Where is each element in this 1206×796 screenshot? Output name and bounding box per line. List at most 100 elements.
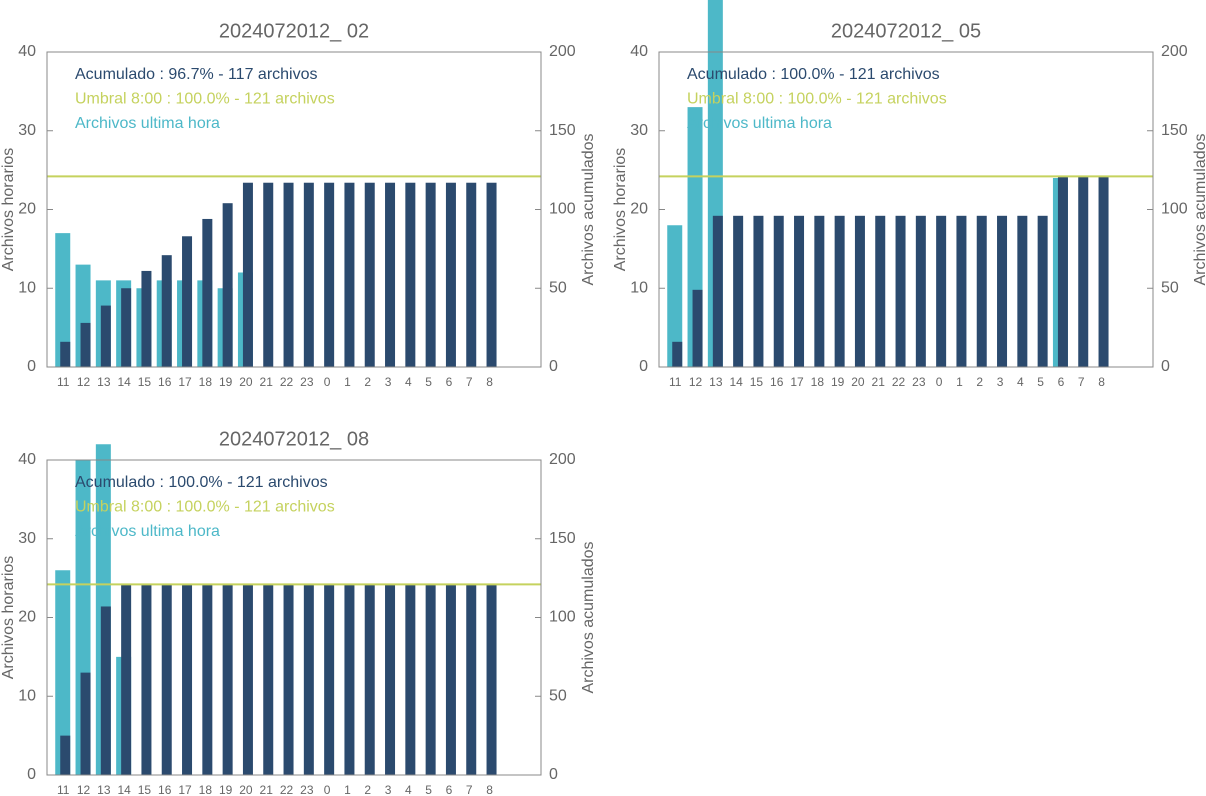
cumulative-bar xyxy=(692,289,703,367)
cumulative-bar xyxy=(141,270,152,367)
legend-entry: Acumulado : 100.0% - 121 archivos xyxy=(687,66,940,83)
x-tick-label: 2 xyxy=(976,375,983,389)
cumulative-bar xyxy=(263,182,274,367)
y-axis-label: Archivos horarios xyxy=(0,556,17,680)
cumulative-bar xyxy=(405,182,416,367)
x-tick-label: 18 xyxy=(199,375,213,389)
x-tick-label: 19 xyxy=(831,375,845,389)
cumulative-bar xyxy=(976,215,987,367)
x-tick-label: 17 xyxy=(178,783,192,796)
y-tick-label: 20 xyxy=(18,201,36,218)
plot-frame xyxy=(46,459,542,776)
x-tick-label: 17 xyxy=(178,375,192,389)
cumulative-bar xyxy=(1078,176,1089,367)
x-tick-label: 12 xyxy=(689,375,703,389)
x-tick-label: 12 xyxy=(77,375,91,389)
y-tick-label: 30 xyxy=(18,122,36,139)
x-tick-label: 16 xyxy=(158,783,172,796)
cumulative-bar xyxy=(80,322,91,367)
y2-tick-label: 100 xyxy=(549,609,576,626)
y2-tick-label: 0 xyxy=(549,358,558,375)
x-tick-label: 11 xyxy=(669,375,682,389)
y-tick-label: 0 xyxy=(27,358,36,375)
panel: 2024072012_ 08 Archivos horarios Archivos … xyxy=(0,428,597,796)
x-tick-label: 20 xyxy=(851,375,865,389)
cumulative-bar xyxy=(182,584,193,775)
y-tick-label: 40 xyxy=(18,451,36,468)
y2-tick-label: 50 xyxy=(1161,279,1179,296)
panel: 2024072012_ 05 Archivos horarios Archivos … xyxy=(612,0,1206,389)
x-tick-label: 17 xyxy=(790,375,804,389)
cumulative-bar xyxy=(466,584,477,775)
cumulative-bar xyxy=(182,236,193,367)
x-tick-label: 22 xyxy=(280,375,294,389)
x-tick-label: 18 xyxy=(199,783,213,796)
x-tick-label: 13 xyxy=(97,783,111,796)
cumulative-bar xyxy=(202,584,213,775)
cumulative-bar xyxy=(344,182,355,367)
cumulative-bar xyxy=(202,218,213,367)
cumulative-bar xyxy=(997,215,1008,367)
x-tick-label: 8 xyxy=(486,783,493,796)
x-tick-label: 15 xyxy=(138,375,152,389)
x-tick-label: 21 xyxy=(872,375,886,389)
x-tick-label: 15 xyxy=(138,783,152,796)
y-tick-label: 10 xyxy=(18,279,36,296)
x-tick-label: 22 xyxy=(280,783,294,796)
x-tick-label: 19 xyxy=(219,783,233,796)
y2-axis-label: Archivos acumulados xyxy=(580,541,597,693)
y-tick-label: 30 xyxy=(630,122,648,139)
cumulative-bar xyxy=(445,584,456,775)
cumulative-bar xyxy=(222,203,233,367)
x-tick-label: 6 xyxy=(1058,375,1065,389)
cumulative-bar xyxy=(242,182,253,367)
cumulative-bar xyxy=(344,584,355,775)
x-tick-label: 13 xyxy=(97,375,111,389)
y2-tick-label: 50 xyxy=(549,279,567,296)
cumulative-bar xyxy=(263,584,274,775)
cumulative-bar xyxy=(425,584,436,775)
cumulative-bar xyxy=(672,341,683,367)
x-tick-label: 5 xyxy=(1037,375,1044,389)
x-tick-label: 13 xyxy=(709,375,723,389)
legend-entry: Archivos ultima hora xyxy=(687,115,832,132)
cumulative-bar xyxy=(80,672,91,775)
cumulative-bar xyxy=(385,584,396,775)
cumulative-bar xyxy=(364,182,375,367)
cumulative-bar xyxy=(161,584,172,775)
cumulative-bar xyxy=(283,182,294,367)
x-tick-label: 1 xyxy=(956,375,963,389)
x-tick-label: 22 xyxy=(892,375,906,389)
x-tick-label: 0 xyxy=(324,783,331,796)
chart-title: 2024072012_ 02 xyxy=(219,20,369,42)
cumulative-bar xyxy=(283,584,294,775)
y2-axis-label: Archivos acumulados xyxy=(1192,133,1206,285)
cumulative-bar xyxy=(753,215,764,367)
cumulative-bar xyxy=(100,606,111,775)
y2-tick-label: 200 xyxy=(549,43,576,60)
cumulative-bar xyxy=(915,215,926,367)
y-tick-label: 40 xyxy=(18,43,36,60)
y-tick-label: 0 xyxy=(639,358,648,375)
x-tick-label: 14 xyxy=(117,375,131,389)
legend-entry: Umbral 8:00 : 100.0% - 121 archivos xyxy=(75,91,335,108)
x-tick-label: 15 xyxy=(750,375,764,389)
y2-tick-label: 100 xyxy=(1161,201,1188,218)
x-tick-label: 5 xyxy=(425,375,432,389)
cumulative-bar xyxy=(712,215,723,367)
cumulative-bar xyxy=(161,255,172,367)
x-tick-label: 0 xyxy=(936,375,943,389)
x-tick-label: 23 xyxy=(300,375,314,389)
cumulative-bar xyxy=(121,584,132,775)
cumulative-bar xyxy=(121,288,132,367)
cumulative-bar xyxy=(733,215,744,367)
cumulative-bar xyxy=(60,341,71,367)
y-tick-label: 10 xyxy=(630,279,648,296)
legend-entry: Acumulado : 100.0% - 121 archivos xyxy=(75,474,328,491)
x-tick-label: 23 xyxy=(912,375,926,389)
x-tick-label: 2 xyxy=(364,375,371,389)
y-tick-label: 20 xyxy=(630,201,648,218)
legend-entry: Acumulado : 96.7% - 117 archivos xyxy=(75,66,318,83)
x-tick-label: 23 xyxy=(300,783,314,796)
